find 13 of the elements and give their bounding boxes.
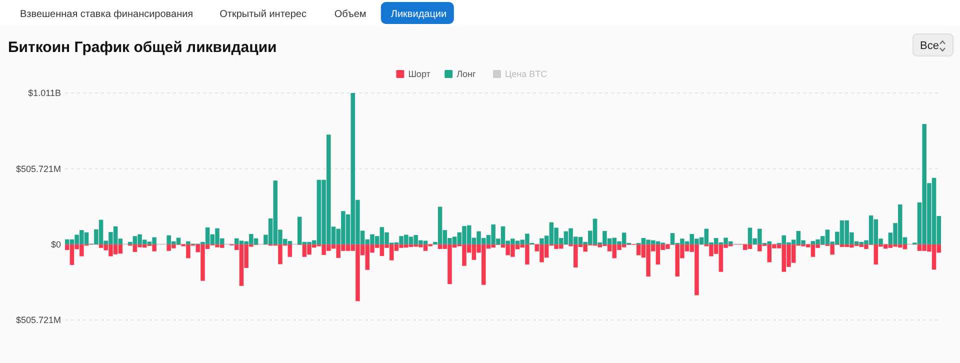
legend-label: Лонг [456,69,476,79]
legend-label: Шорт [408,69,430,79]
text: Взвешенная ставка финансирования [20,9,194,20]
y-tick-label: $505.721M [16,164,61,174]
y-tick-label: $505.721M [16,315,61,326]
y-tick-label: $0 [50,239,61,250]
text: Цена BTC [505,69,548,79]
text: Все [920,40,939,52]
text: Объем [334,9,366,20]
chart-title: Биткоин График общей ликвидации [8,39,277,56]
text: Ликвидации [390,9,447,20]
text: Открытый интерес [220,9,306,20]
y-tick-label: $1.011B [28,88,61,98]
